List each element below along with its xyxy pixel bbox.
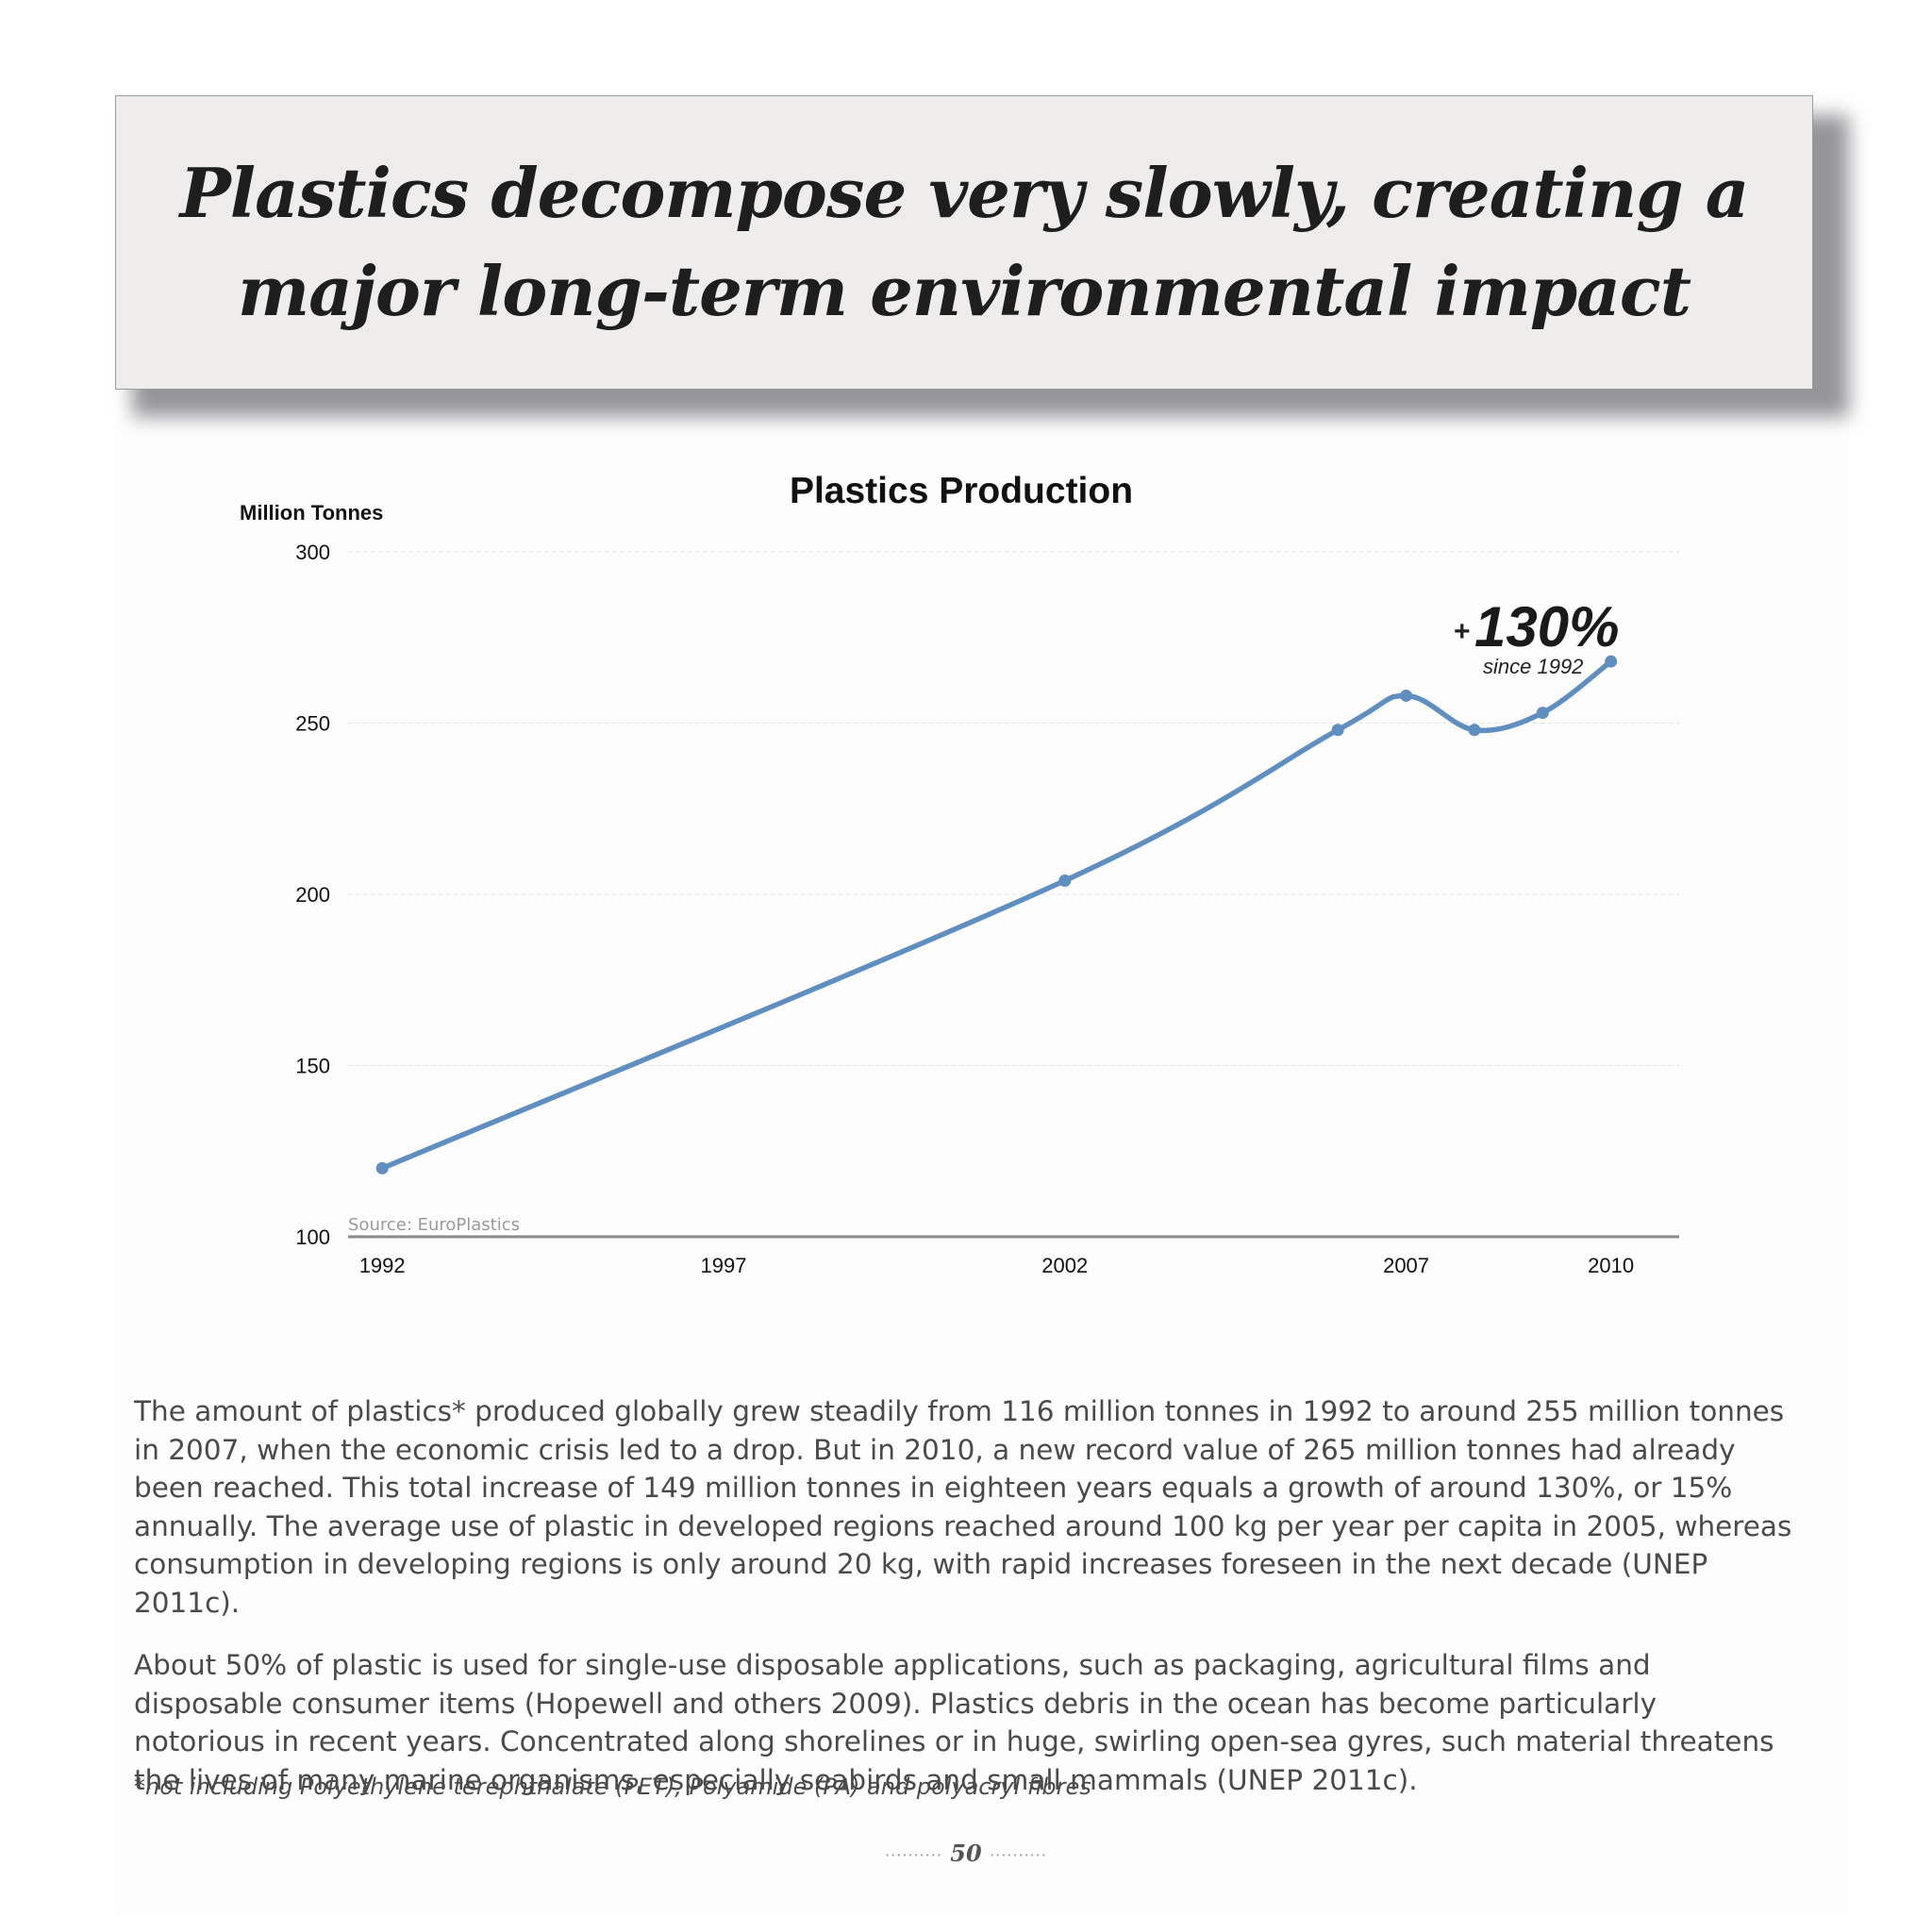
series-line: [379, 658, 1614, 1172]
y-tick-labels: 100 150 200 250 300: [295, 541, 330, 1249]
page-number-dots-right: ··········: [990, 1846, 1047, 1864]
headline-line-2: major long-term environmental impact: [237, 251, 1691, 331]
data-point: [1468, 724, 1481, 737]
x-tick-label: 2002: [1041, 1254, 1088, 1277]
data-point: [1058, 874, 1072, 887]
x-tick-label: 1992: [359, 1254, 406, 1277]
data-point: [1536, 707, 1549, 720]
data-point: [1331, 724, 1344, 737]
y-tick-label: 100: [295, 1225, 330, 1249]
y-axis-label: Million Tonnes: [240, 501, 383, 525]
growth-annotation-subtext: since 1992: [1483, 655, 1583, 678]
growth-annotation-prefix: +: [1454, 616, 1471, 647]
data-point: [1400, 689, 1413, 702]
page-number-area: ·········· 50 ··········: [0, 1840, 1932, 1867]
plastics-production-chart: 100 150 200 250 300 1992 1997 2002 2007 2010 Pla…: [240, 471, 1679, 1277]
y-tick-label: 150: [295, 1055, 330, 1078]
data-point: [1605, 655, 1618, 668]
data-point: [375, 1161, 389, 1174]
x-tick-labels: 1992 1997 2002 2007 2010: [359, 1254, 1634, 1277]
page-number: 50: [950, 1840, 982, 1867]
y-tick-label: 250: [295, 712, 330, 736]
x-tick-label: 1997: [700, 1254, 746, 1277]
y-tick-label: 300: [295, 541, 330, 564]
x-tick-label: 2010: [1588, 1254, 1634, 1277]
body-text: The amount of plastics* produced globall…: [134, 1392, 1794, 1824]
headline-line-1: Plastics decompose very slowly, creating…: [179, 153, 1750, 233]
grid-layer: [348, 551, 1679, 1066]
y-tick-label: 200: [295, 883, 330, 907]
growth-annotation: + 130% since 1992: [1454, 595, 1619, 678]
page-number-dots-left: ··········: [885, 1846, 942, 1864]
x-tick-label: 2007: [1383, 1254, 1429, 1277]
page-background: [115, 415, 1849, 1915]
series-layer: [375, 655, 1618, 1174]
chart-source: Source: EuroPlastics: [348, 1215, 520, 1235]
growth-annotation-value: 130%: [1474, 595, 1619, 658]
chart-title: Plastics Production: [790, 471, 1133, 511]
headline-box: Plastics decompose very slowly, creating…: [115, 95, 1813, 390]
body-paragraph-1: The amount of plastics* produced globall…: [134, 1395, 1792, 1619]
footnote: *not including Polyethylene terephthalat…: [134, 1774, 1091, 1800]
body-paragraph-2: About 50% of plastic is used for single-…: [134, 1649, 1774, 1796]
